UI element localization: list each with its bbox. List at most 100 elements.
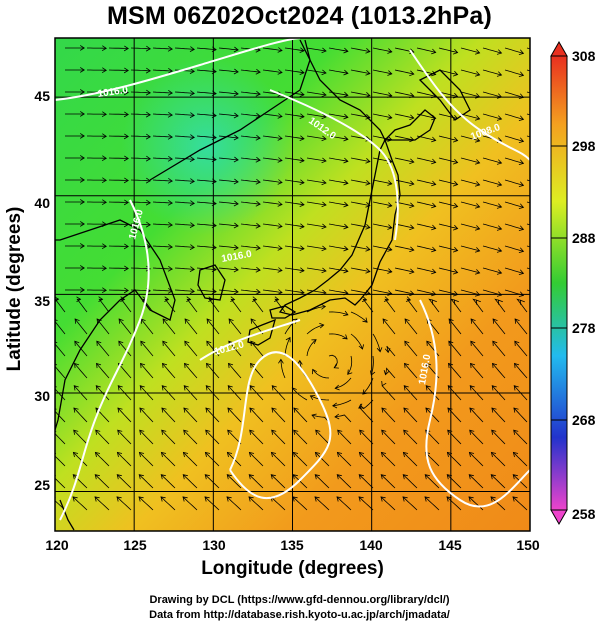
streamline bbox=[372, 47, 392, 53]
streamline-arrowhead bbox=[365, 48, 371, 54]
streamline-arrowhead bbox=[468, 451, 475, 458]
streamline bbox=[284, 337, 291, 357]
streamline bbox=[306, 135, 327, 140]
streamline-arrowhead bbox=[409, 246, 415, 253]
streamline-arrowhead bbox=[446, 496, 452, 502]
streamline-arrowhead bbox=[474, 137, 481, 143]
streamline-arrowhead bbox=[255, 178, 261, 185]
streamline bbox=[328, 179, 348, 184]
streamline-arrowhead bbox=[514, 340, 520, 346]
streamline bbox=[438, 157, 458, 163]
streamline-arrowhead bbox=[271, 385, 277, 391]
streamline-arrowhead bbox=[116, 474, 122, 480]
streamline bbox=[314, 474, 330, 489]
streamline bbox=[382, 318, 396, 335]
streamline bbox=[372, 201, 392, 207]
streamline bbox=[332, 399, 352, 407]
streamline bbox=[73, 429, 88, 445]
streamline bbox=[358, 474, 374, 489]
streamline-arrowhead bbox=[381, 407, 387, 413]
streamline-arrowhead bbox=[365, 224, 371, 230]
streamline bbox=[240, 135, 261, 139]
streamline-arrowhead bbox=[387, 246, 393, 252]
streamline bbox=[262, 201, 283, 205]
streamline-arrowhead bbox=[409, 48, 415, 55]
streamline bbox=[514, 318, 528, 335]
streamline-arrowhead bbox=[189, 156, 195, 162]
streamline bbox=[416, 47, 436, 53]
streamline bbox=[336, 474, 352, 489]
streamline bbox=[94, 474, 110, 489]
streamline bbox=[469, 452, 484, 467]
streamline-arrowhead bbox=[518, 71, 525, 77]
streamline bbox=[96, 363, 110, 379]
streamline-arrowhead bbox=[365, 268, 371, 274]
streamline-arrowhead bbox=[402, 474, 408, 480]
streamline bbox=[504, 245, 524, 252]
streamline-arrowhead bbox=[496, 247, 503, 253]
streamline bbox=[328, 47, 348, 52]
streamline-arrowhead bbox=[227, 429, 233, 435]
streamline-arrowhead bbox=[518, 247, 525, 253]
streamline bbox=[228, 363, 242, 379]
lat-lon-grid bbox=[55, 38, 530, 531]
streamline bbox=[347, 355, 353, 375]
streamline bbox=[72, 496, 88, 511]
streamline-arrowhead bbox=[73, 429, 79, 435]
streamline-arrowhead bbox=[161, 407, 167, 413]
streamline-arrowhead bbox=[474, 159, 481, 165]
streamline-arrowhead bbox=[365, 136, 371, 142]
streamline bbox=[394, 113, 414, 119]
streamline bbox=[372, 69, 392, 75]
streamline-arrowhead bbox=[228, 318, 234, 324]
streamline bbox=[513, 407, 528, 423]
streamline bbox=[335, 377, 352, 389]
streamline-arrowhead bbox=[120, 296, 126, 303]
streamline bbox=[74, 318, 88, 335]
streamline-arrowhead bbox=[116, 496, 122, 502]
streamline-arrowhead bbox=[250, 362, 256, 369]
footer-credit-line: Drawing by DCL (https://www.gfd-dennou.o… bbox=[149, 594, 450, 606]
streamline-arrowhead bbox=[312, 368, 317, 375]
streamline bbox=[55, 477, 66, 489]
streamline-arrowhead bbox=[309, 395, 316, 401]
streamline bbox=[504, 201, 524, 208]
streamline bbox=[118, 340, 132, 357]
streamline bbox=[424, 474, 440, 489]
streamline bbox=[139, 407, 154, 423]
streamline bbox=[240, 267, 261, 271]
x-tick-label: 130 bbox=[202, 537, 226, 553]
x-tick-label: 150 bbox=[516, 537, 540, 553]
streamline-arrowhead bbox=[321, 135, 327, 142]
streamline bbox=[293, 429, 308, 445]
streamline-arrowhead bbox=[431, 224, 437, 231]
streamline-arrowhead bbox=[321, 245, 327, 252]
streamline bbox=[95, 452, 110, 467]
streamline bbox=[284, 245, 305, 250]
streamline-arrowhead bbox=[206, 340, 212, 346]
streamline-arrowhead bbox=[496, 291, 503, 297]
streamline bbox=[262, 267, 283, 271]
streamline-arrowhead bbox=[186, 296, 192, 303]
streamline bbox=[139, 452, 154, 467]
streamline-arrowhead bbox=[376, 347, 383, 353]
streamline bbox=[447, 452, 462, 467]
streamline bbox=[271, 429, 286, 445]
streamline bbox=[161, 429, 176, 445]
streamline-arrowhead bbox=[189, 90, 195, 96]
streamline bbox=[394, 69, 414, 75]
streamline bbox=[416, 223, 436, 229]
streamline bbox=[402, 496, 418, 511]
streamline-arrowhead bbox=[255, 288, 261, 295]
streamline-arrowhead bbox=[431, 136, 437, 143]
streamline-arrowhead bbox=[118, 340, 124, 346]
streamline-arrowhead bbox=[167, 221, 173, 228]
streamline-arrowhead bbox=[409, 70, 415, 77]
streamline-arrowhead bbox=[277, 135, 283, 141]
streamline bbox=[108, 113, 129, 115]
streamline bbox=[284, 201, 305, 206]
streamline-arrowhead bbox=[299, 179, 305, 185]
streamline-arrowhead bbox=[541, 72, 546, 77]
streamline-arrowhead bbox=[468, 474, 474, 480]
streamline bbox=[55, 320, 66, 335]
